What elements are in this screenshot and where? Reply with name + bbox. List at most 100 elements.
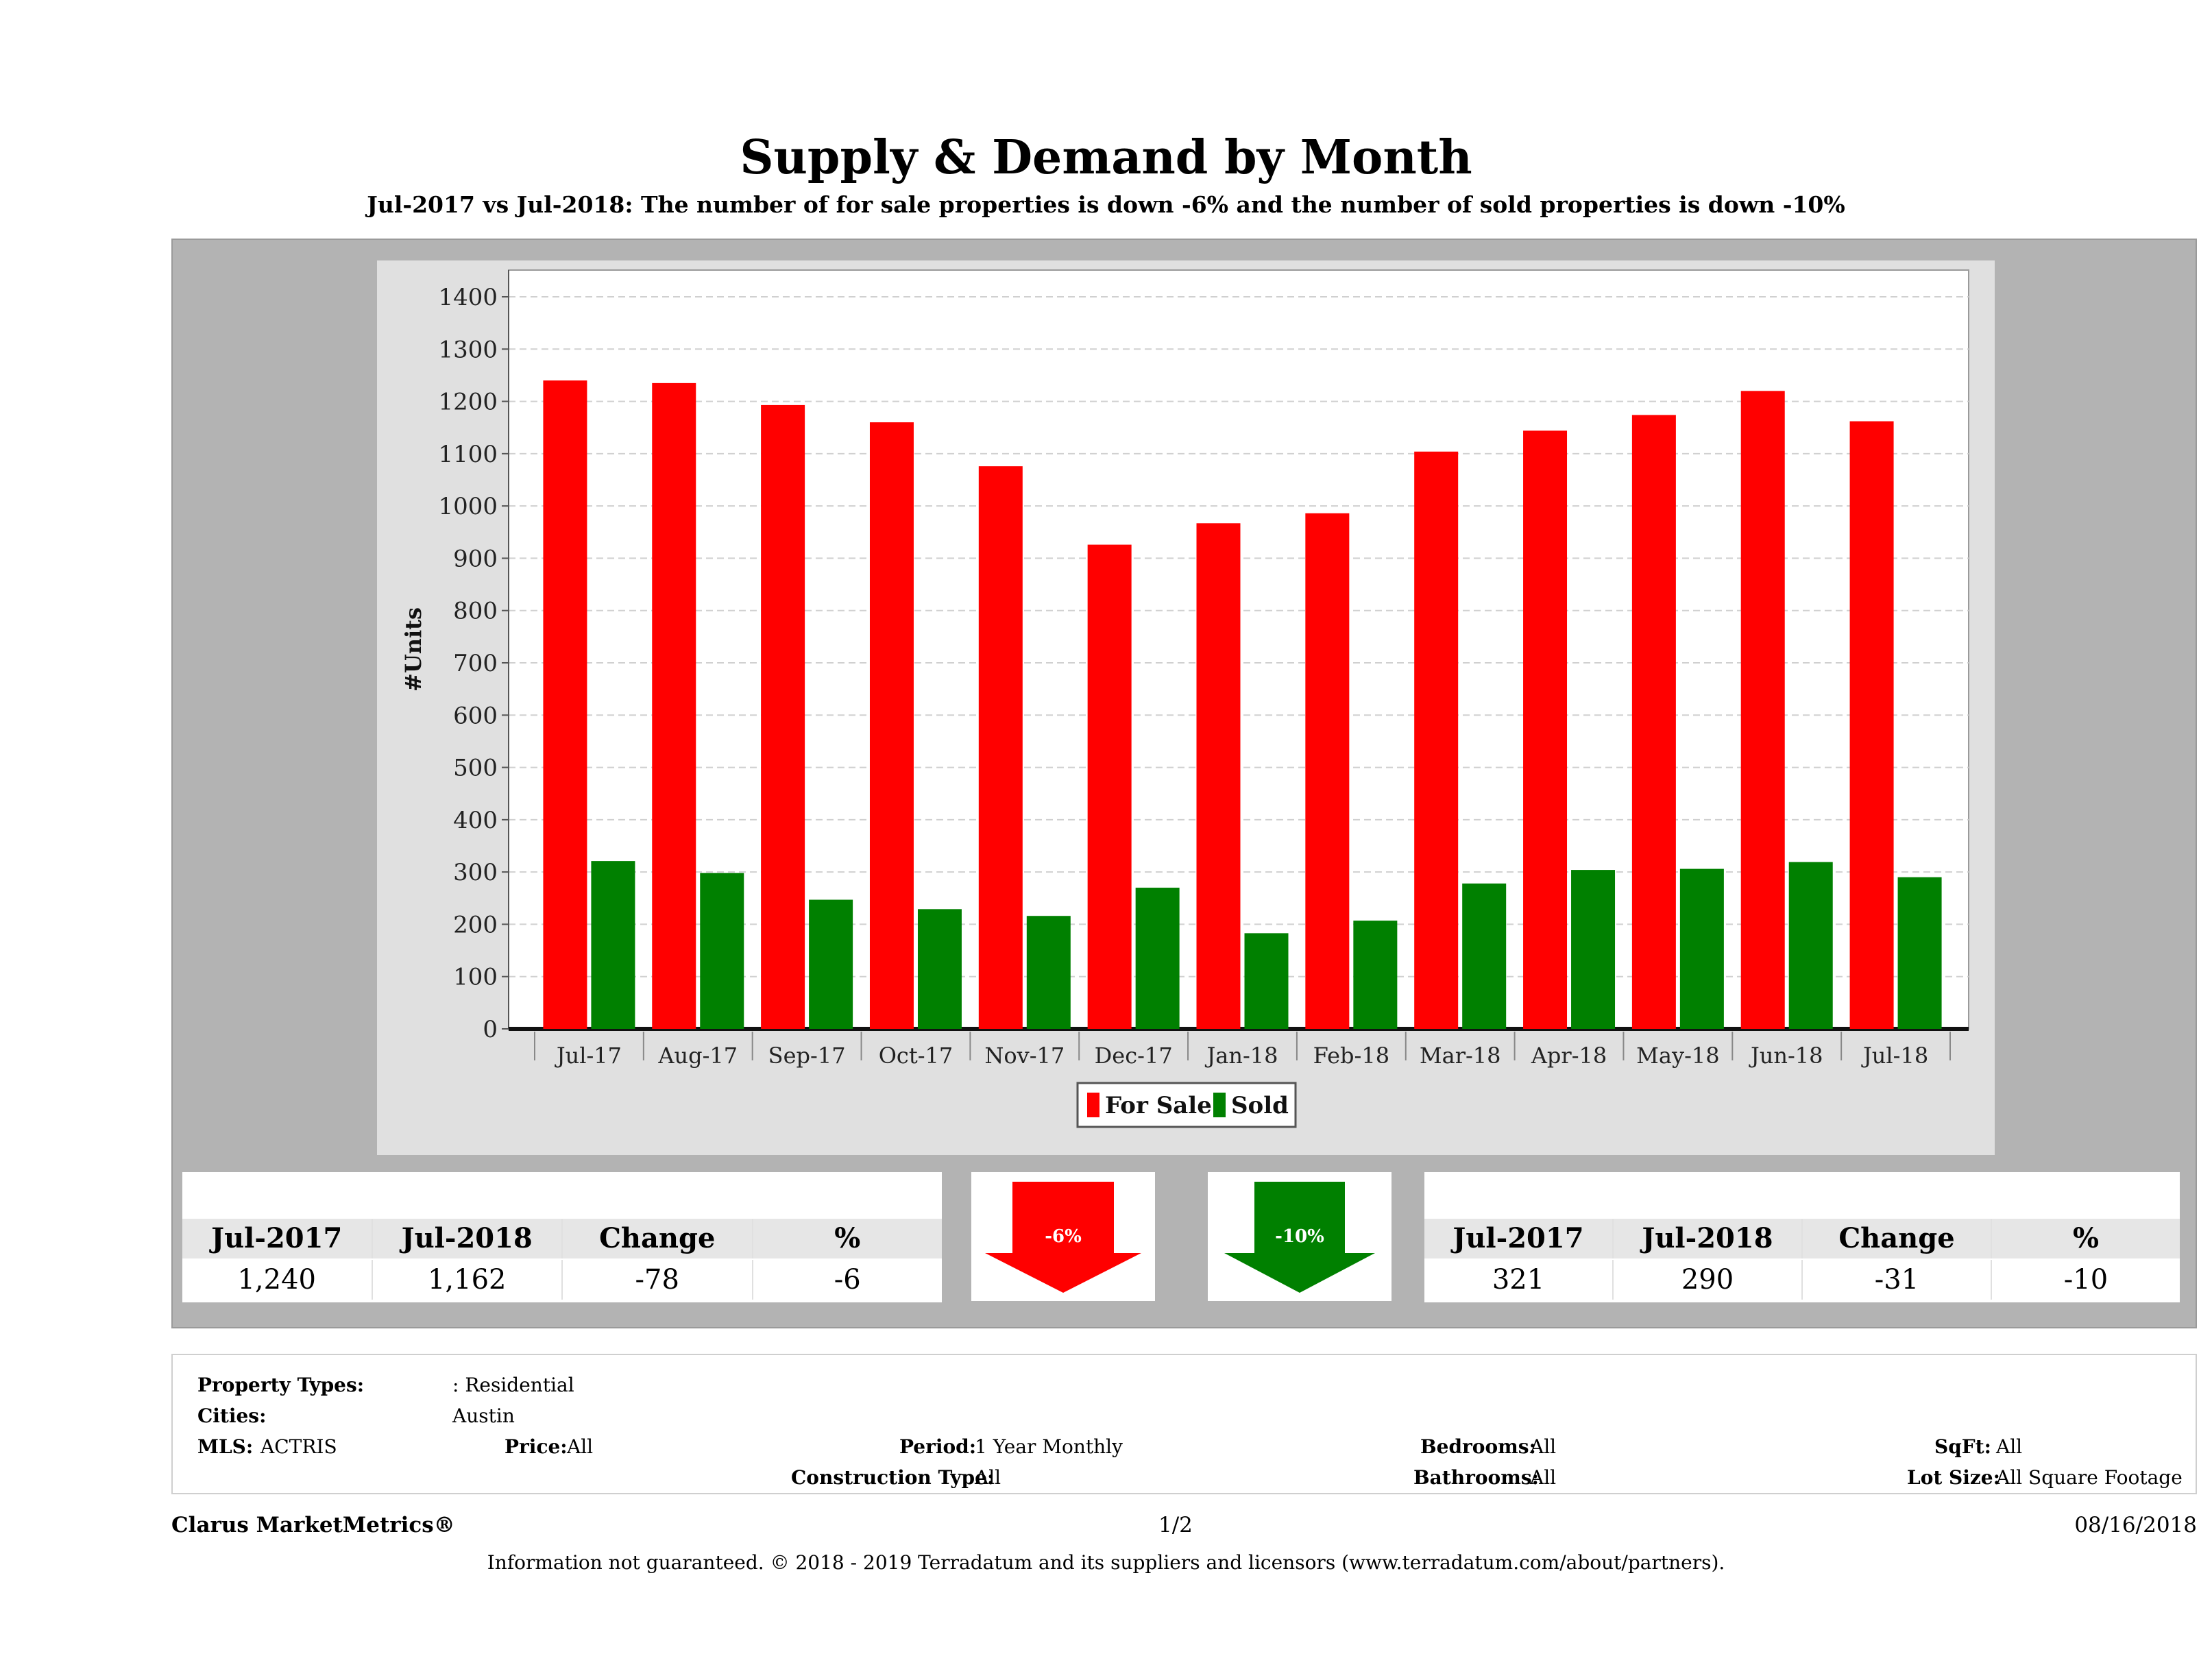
- y-tick-label: 1400: [438, 284, 498, 311]
- cities-value: Austin: [452, 1405, 515, 1427]
- sold-bar: [591, 861, 635, 1029]
- for-sale-bar: [1305, 513, 1350, 1029]
- construction-type-label: Construction Type:: [791, 1466, 995, 1489]
- for-sale-bar: [1087, 544, 1132, 1029]
- for-sale-bar: [1849, 421, 1894, 1029]
- for-sale-change-arrow-box: -6%: [971, 1172, 1155, 1301]
- lot-size-label: Lot Size:: [1907, 1466, 2000, 1489]
- sold-bar: [1462, 883, 1507, 1029]
- for-sale-bar: [1523, 430, 1568, 1029]
- down-arrow-icon: [1224, 1182, 1375, 1293]
- stats-value-cell: 290: [1614, 1260, 1803, 1300]
- stats-header-cell: Jul-2017: [1424, 1219, 1614, 1258]
- x-tick-label: Feb-18: [1313, 1043, 1389, 1069]
- x-tick-label: Jan-18: [1204, 1043, 1278, 1069]
- for-sale-bar: [1740, 391, 1785, 1029]
- brand-name: Clarus MarketMetrics®: [171, 1513, 455, 1537]
- x-tick-label: Apr-18: [1531, 1043, 1607, 1069]
- stats-header-blank: [182, 1172, 942, 1219]
- y-tick-label: 900: [453, 545, 498, 572]
- price-label: Price:: [505, 1435, 568, 1458]
- property-types-value: : Residential: [452, 1374, 574, 1396]
- for-sale-stats-table: Jul-2017 Jul-2018 Change % 1,240 1,162 -…: [182, 1172, 942, 1302]
- y-tick-label: 1200: [438, 389, 498, 416]
- sold-bar: [809, 899, 853, 1029]
- x-tick-label: Jun-18: [1749, 1043, 1823, 1069]
- legend-box: [1076, 1082, 1297, 1128]
- stats-header-cell: %: [2072, 1222, 2099, 1254]
- stats-value-cell: -10: [2063, 1264, 2108, 1296]
- for-sale-bar: [1196, 523, 1241, 1029]
- sqft-label: SqFt:: [1934, 1435, 1991, 1458]
- stats-header-cell: Jul-2018: [1614, 1219, 1803, 1258]
- sold-bar: [1571, 870, 1616, 1029]
- y-tick-label: 800: [453, 598, 498, 625]
- y-tick-label: 0: [483, 1016, 498, 1043]
- sold-bar: [1026, 916, 1071, 1029]
- stats-value-row: 321 290 -31 -10: [1424, 1260, 2180, 1300]
- stats-value-cell: 1,240: [182, 1260, 373, 1300]
- legend-swatch-sold: [1213, 1093, 1226, 1117]
- sqft-value: All: [1996, 1435, 2023, 1458]
- period-label: Period:: [899, 1435, 977, 1458]
- sold-stats-table: Jul-2017 Jul-2018 Change % 321 290 -31 -…: [1424, 1172, 2180, 1302]
- sold-bar: [1679, 868, 1724, 1029]
- for-sale-bar: [978, 466, 1023, 1029]
- y-tick-label: 200: [453, 911, 498, 938]
- y-tick-label: 700: [453, 650, 498, 677]
- x-tick-label: Nov-17: [984, 1043, 1065, 1069]
- y-tick-label: 300: [453, 859, 498, 886]
- stats-value-cell: 321: [1424, 1260, 1614, 1300]
- x-tick-label: Sep-17: [768, 1043, 846, 1069]
- legend-swatch-for-sale: [1087, 1093, 1099, 1117]
- sold-bar: [917, 909, 962, 1029]
- stats-value-cell: -31: [1803, 1260, 1992, 1300]
- legend-label-for-sale: For Sale: [1105, 1092, 1212, 1119]
- sold-bar: [1135, 888, 1180, 1029]
- sold-arrow-label: -10%: [1275, 1226, 1324, 1247]
- y-tick-label: 1300: [438, 336, 498, 363]
- for-sale-bar: [1631, 415, 1676, 1029]
- for-sale-bar: [761, 404, 805, 1029]
- construction-type-value: All: [975, 1466, 1001, 1489]
- bedrooms-value: All: [1530, 1435, 1557, 1458]
- sold-bar: [1788, 862, 1833, 1029]
- for-sale-bar: [652, 382, 696, 1029]
- page-number: 1/2: [1158, 1513, 1193, 1537]
- mls-label: MLS:: [197, 1435, 254, 1458]
- stats-header-blank: [1424, 1172, 2180, 1219]
- stats-value-cell: -6: [834, 1264, 861, 1296]
- stats-header-cell: Change: [1803, 1219, 1992, 1258]
- for-sale-bar: [543, 380, 587, 1029]
- stats-value-row: 1,240 1,162 -78 -6: [182, 1260, 942, 1300]
- y-tick-label: 400: [453, 807, 498, 834]
- x-tick-label: Jul-17: [555, 1043, 622, 1069]
- sold-bar: [700, 873, 744, 1029]
- mls-value: ACTRIS: [260, 1435, 337, 1458]
- x-tick-label: May-18: [1636, 1043, 1719, 1069]
- y-tick-label: 1100: [438, 441, 498, 468]
- cities-label: Cities:: [197, 1405, 267, 1427]
- stats-header-cell: Change: [563, 1219, 753, 1258]
- down-arrow-icon: [985, 1182, 1141, 1293]
- sold-bar: [1897, 877, 1942, 1029]
- stats-header-row: Jul-2017 Jul-2018 Change %: [182, 1219, 942, 1258]
- for-sale-arrow-label: -6%: [1045, 1226, 1082, 1247]
- x-tick-label: Aug-17: [657, 1043, 738, 1069]
- stats-header-cell: %: [834, 1222, 861, 1254]
- bathrooms-label: Bathrooms:: [1413, 1466, 1539, 1489]
- stats-value-cell: -78: [563, 1260, 753, 1300]
- y-tick-label: 600: [453, 702, 498, 729]
- bedrooms-label: Bedrooms:: [1420, 1435, 1536, 1458]
- page-title: Supply & Demand by Month: [740, 130, 1472, 185]
- sold-change-arrow-box: -10%: [1208, 1172, 1391, 1301]
- x-tick-label: Oct-17: [879, 1043, 953, 1069]
- for-sale-bar: [1414, 451, 1459, 1029]
- sold-bar: [1353, 921, 1398, 1029]
- legend-label-sold: Sold: [1231, 1092, 1289, 1119]
- stats-header-row: Jul-2017 Jul-2018 Change %: [1424, 1219, 2180, 1258]
- y-tick-label: 500: [453, 755, 498, 782]
- price-value: All: [567, 1435, 594, 1458]
- report-date: 08/16/2018: [2074, 1513, 2197, 1537]
- y-tick-label: 100: [453, 964, 498, 991]
